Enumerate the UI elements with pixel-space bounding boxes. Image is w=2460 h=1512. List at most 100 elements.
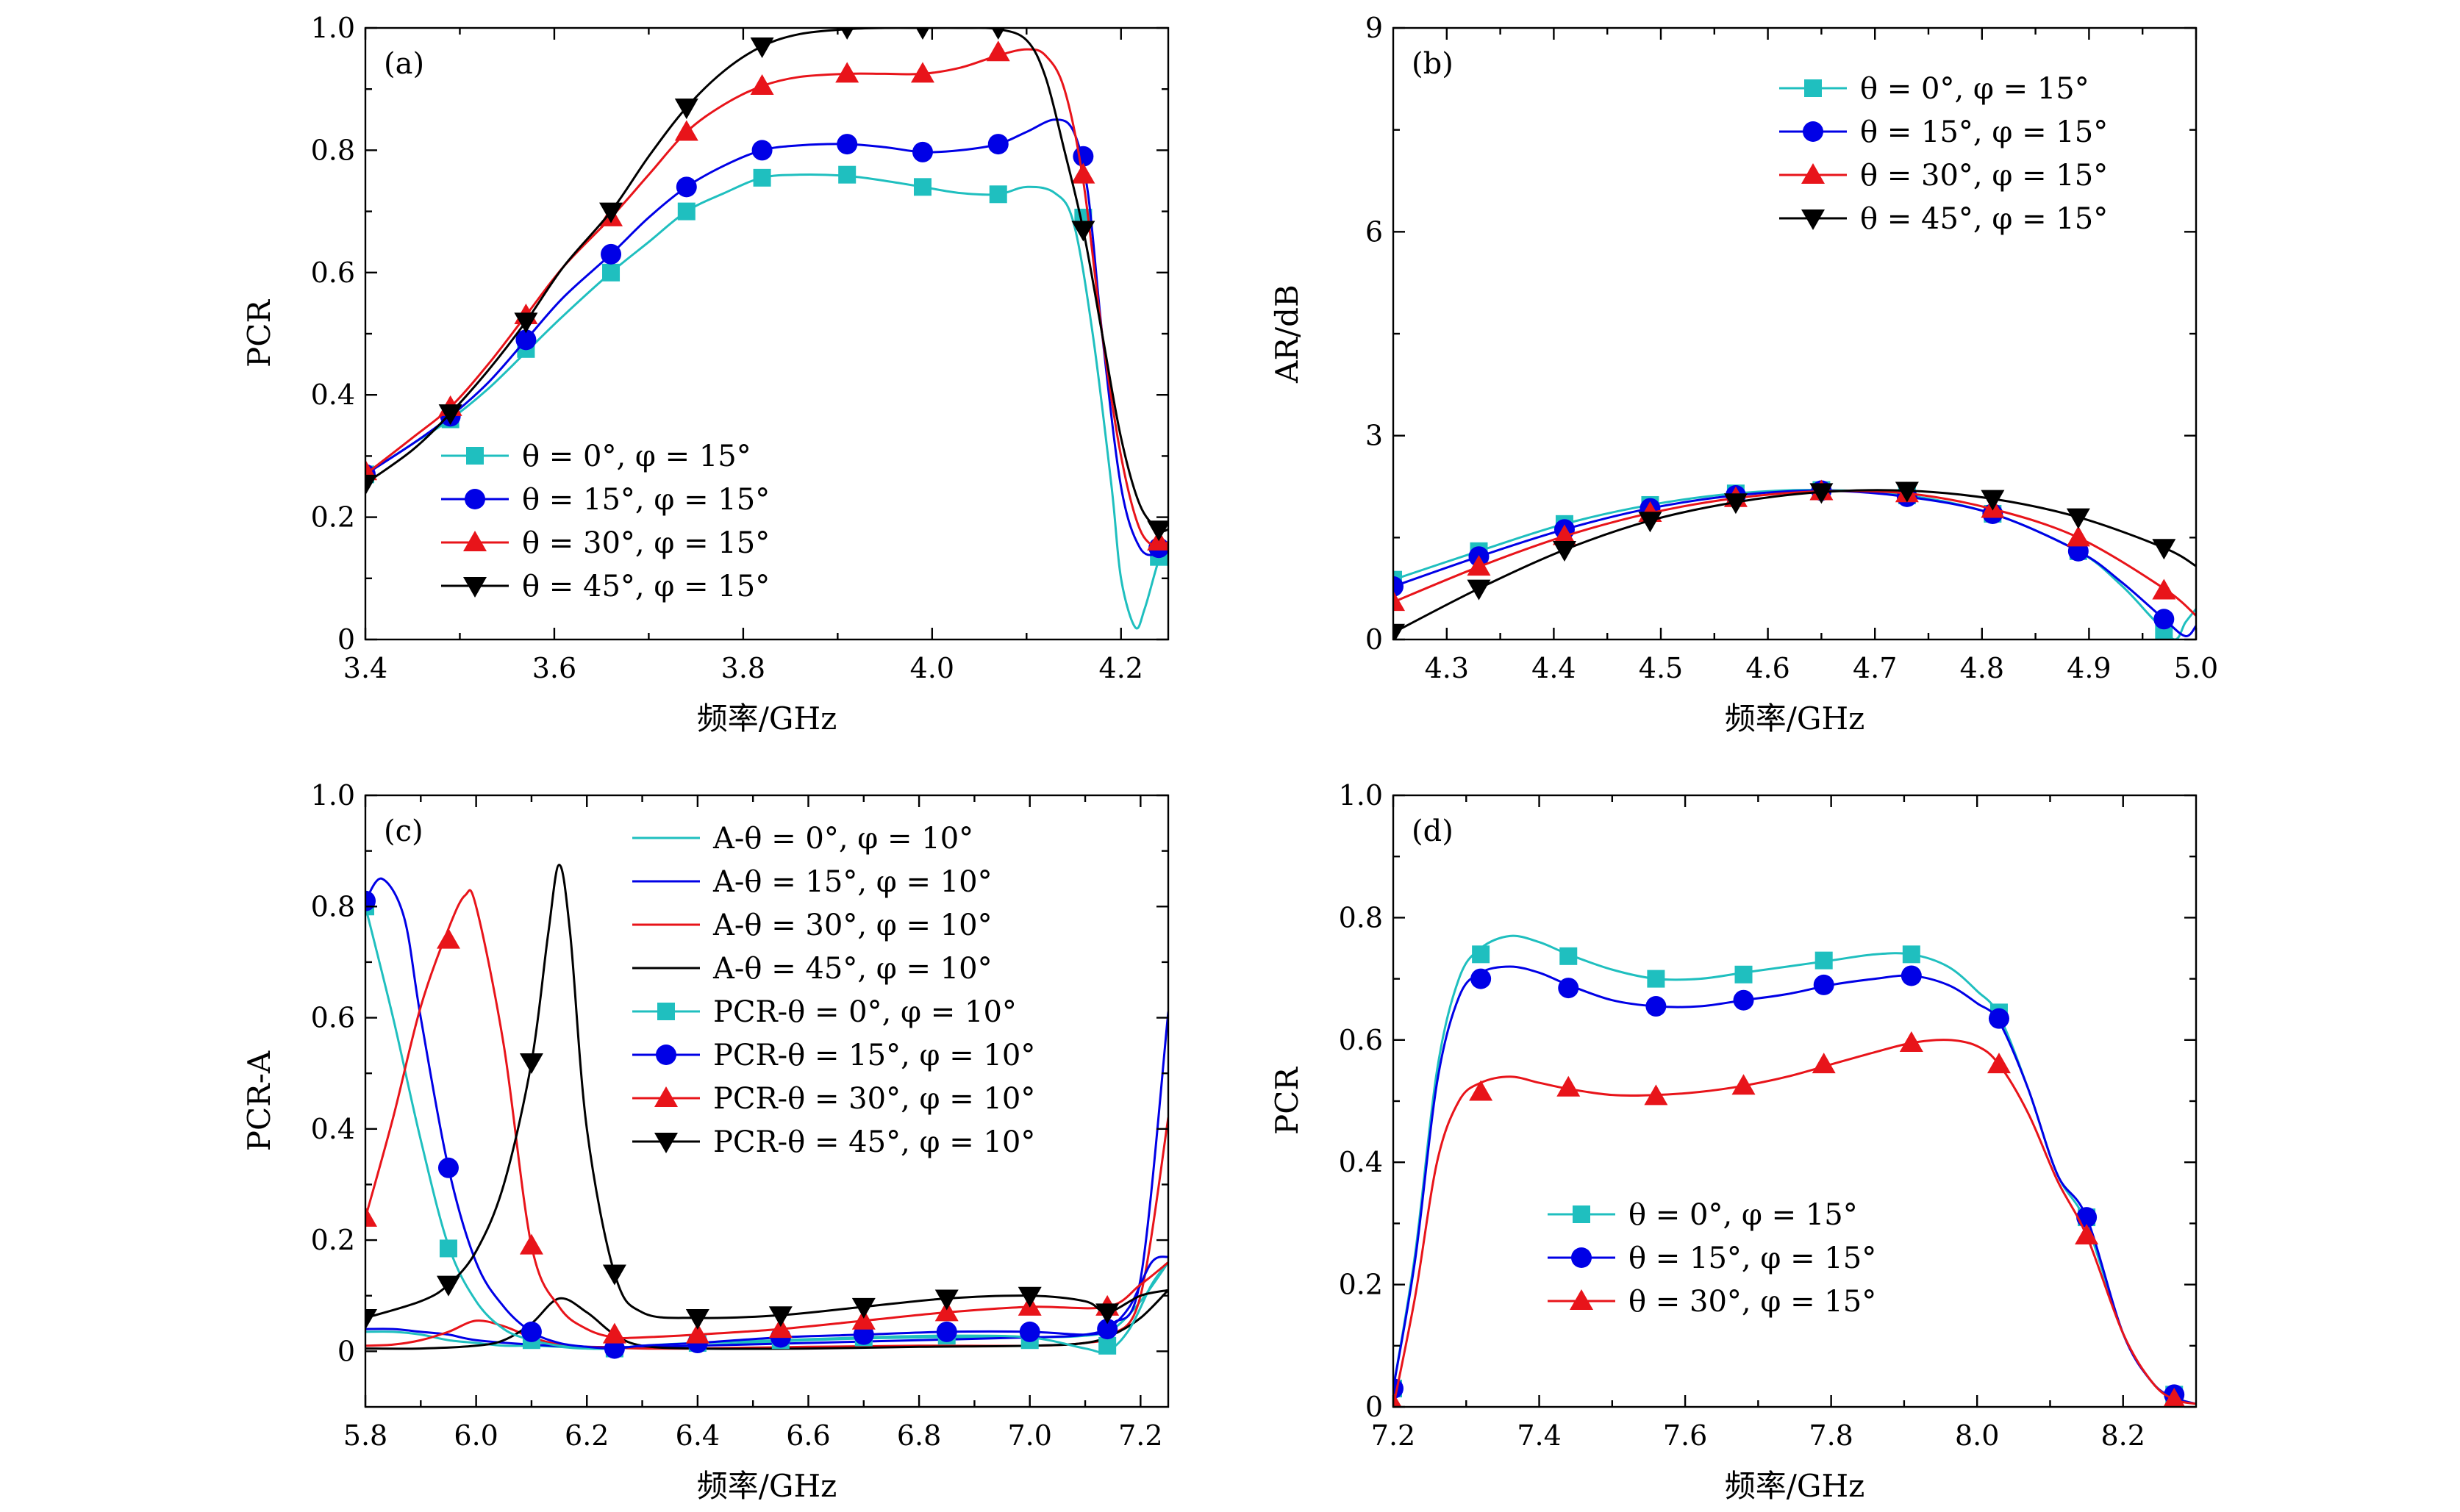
legend-marker-b-1 [1803, 121, 1823, 142]
data-point-d-0-2 [1559, 947, 1578, 965]
legend-label-d-0: θ = 0°, φ = 15° [1628, 1198, 1858, 1232]
data-point-b-2-9 [2152, 578, 2176, 600]
x-tick-label-a-1: 3.6 [532, 652, 576, 684]
y-tick-label-b-1: 3 [1365, 420, 1383, 452]
legend-label-b-1: θ = 15°, φ = 15° [1860, 115, 2108, 149]
legend-a: θ = 0°, φ = 15° θ = 15°, φ = 15° θ = 30°, … [441, 440, 770, 603]
x-tick-label-c-0: 5.8 [343, 1419, 387, 1452]
data-point-d-2-9 [2163, 1388, 2186, 1407]
data-point-a-1-4 [676, 176, 697, 198]
data-point-b-3-0 [1393, 623, 1405, 639]
data-point-c-6-6 [851, 1308, 876, 1330]
plot-frame-c [364, 794, 1170, 1408]
series-line-d-1 [1393, 965, 2196, 1405]
data-point-a-1-2 [515, 329, 537, 351]
x-tick-label-a-3: 4.0 [910, 652, 954, 684]
data-point-c-7-1 [436, 1275, 460, 1297]
data-point-c-5-7 [936, 1321, 957, 1342]
legend-marker-b-2 [1801, 163, 1825, 184]
data-point-a-3-6 [840, 28, 854, 40]
data-point-d-2-5 [1812, 1053, 1836, 1074]
y-tick-label-c-3: 0.6 [311, 1002, 355, 1034]
data-point-b-3-5 [1809, 483, 1834, 504]
y-tick-label-d-5: 1.0 [1339, 779, 1383, 811]
data-point-c-7-4 [685, 1308, 709, 1330]
data-point-c-7-7 [934, 1289, 959, 1311]
data-point-d-2-7 [1987, 1053, 2011, 1074]
y-tick-label-b-0: 0 [1365, 623, 1383, 656]
data-point-a-2-4 [674, 120, 698, 141]
legend-marker-c-6 [654, 1086, 678, 1107]
legend-marker-a-2 [463, 531, 487, 551]
data-point-c-7-0 [365, 1308, 377, 1330]
data-point-c-6-3 [602, 1322, 626, 1344]
panel-label-b: (b) [1412, 47, 1454, 81]
series-line-a-2 [365, 48, 1168, 550]
data-point-a-3-4 [674, 98, 698, 120]
data-point-d-1-1 [1470, 968, 1492, 989]
x-tick-label-c-6: 7.0 [1008, 1419, 1052, 1452]
legend-marker-a-0 [466, 447, 484, 465]
data-point-a-0-3 [602, 263, 621, 282]
legend-marker-c-4 [657, 1003, 675, 1020]
data-point-d-2-1 [1469, 1080, 1493, 1101]
y-tick-label-a-4: 0.8 [311, 134, 355, 166]
legend-label-c-1: A-θ = 15°, φ = 10° [712, 865, 993, 899]
data-point-a-2-10 [1147, 529, 1168, 551]
legend-label-b-2: θ = 30°, φ = 15° [1860, 159, 2108, 193]
data-point-c-7-3 [602, 1264, 626, 1286]
y-tick-label-d-0: 0 [1365, 1391, 1383, 1423]
data-point-b-2-1 [1467, 555, 1491, 576]
y-tick-label-c-0: 0 [337, 1335, 355, 1367]
legend-marker-b-3 [1801, 209, 1825, 230]
data-point-a-0-4 [677, 202, 696, 221]
data-point-c-6-4 [685, 1322, 709, 1344]
data-point-d-0-6 [1902, 945, 1920, 964]
data-point-d-2-8 [2075, 1224, 2099, 1245]
series-line-b-3 [1393, 489, 2196, 634]
data-point-c-6-2 [519, 1233, 543, 1255]
y-tick-label-c-4: 0.8 [311, 890, 355, 922]
data-point-c-7-8 [1018, 1286, 1042, 1308]
data-point-d-0-4 [1734, 965, 1753, 983]
x-tick-label-a-0: 3.4 [343, 652, 387, 684]
y-tick-label-d-2: 0.4 [1339, 1146, 1383, 1178]
x-tick-label-c-1: 6.0 [454, 1419, 498, 1452]
data-point-d-1-7 [1988, 1008, 2009, 1029]
legend-label-c-7: PCR-θ = 45°, φ = 10° [713, 1125, 1035, 1159]
series-line-d-0 [1393, 934, 2196, 1405]
legend-label-c-2: A-θ = 30°, φ = 10° [712, 909, 993, 942]
x-tick-label-d-5: 8.2 [2101, 1419, 2145, 1452]
data-point-a-3-10 [1147, 520, 1168, 542]
x-axis-title-b: 频率/GHz [1725, 701, 1864, 737]
data-point-c-7-6 [851, 1297, 876, 1319]
x-tick-label-d-2: 7.6 [1663, 1419, 1707, 1452]
data-point-c-5-8 [1019, 1321, 1040, 1342]
data-point-c-7-5 [768, 1306, 793, 1328]
data-point-a-1-3 [601, 243, 622, 265]
x-tick-label-d-4: 8.0 [1955, 1419, 1999, 1452]
data-point-d-0-1 [1472, 945, 1490, 964]
data-point-d-0-5 [1814, 951, 1833, 970]
y-tick-label-c-1: 0.2 [311, 1224, 355, 1256]
data-point-a-3-0 [365, 474, 377, 495]
data-point-d-2-2 [1556, 1075, 1581, 1097]
series-line-b-1 [1393, 490, 2196, 637]
legend-b: θ = 0°, φ = 15° θ = 15°, φ = 15° θ = 30°, … [1779, 72, 2108, 236]
data-point-d-1-5 [1813, 974, 1834, 995]
data-point-a-3-7 [915, 28, 930, 40]
legend-marker-c-5 [656, 1045, 676, 1065]
x-tick-label-d-0: 7.2 [1371, 1419, 1415, 1452]
legend-label-c-6: PCR-θ = 30°, φ = 10° [713, 1082, 1035, 1116]
data-point-d-2-4 [1731, 1074, 1756, 1095]
x-axis-title-c: 频率/GHz [697, 1468, 837, 1504]
data-point-a-0-7 [913, 178, 932, 196]
data-point-c-6-5 [768, 1317, 793, 1339]
data-point-c-7-2 [519, 1053, 543, 1075]
data-point-b-3-6 [1895, 481, 1919, 503]
data-point-d-1-3 [1645, 996, 1667, 1017]
data-point-a-3-8 [991, 28, 1005, 40]
data-point-c-6-0 [365, 1205, 377, 1227]
data-point-c-5-2 [521, 1321, 542, 1342]
